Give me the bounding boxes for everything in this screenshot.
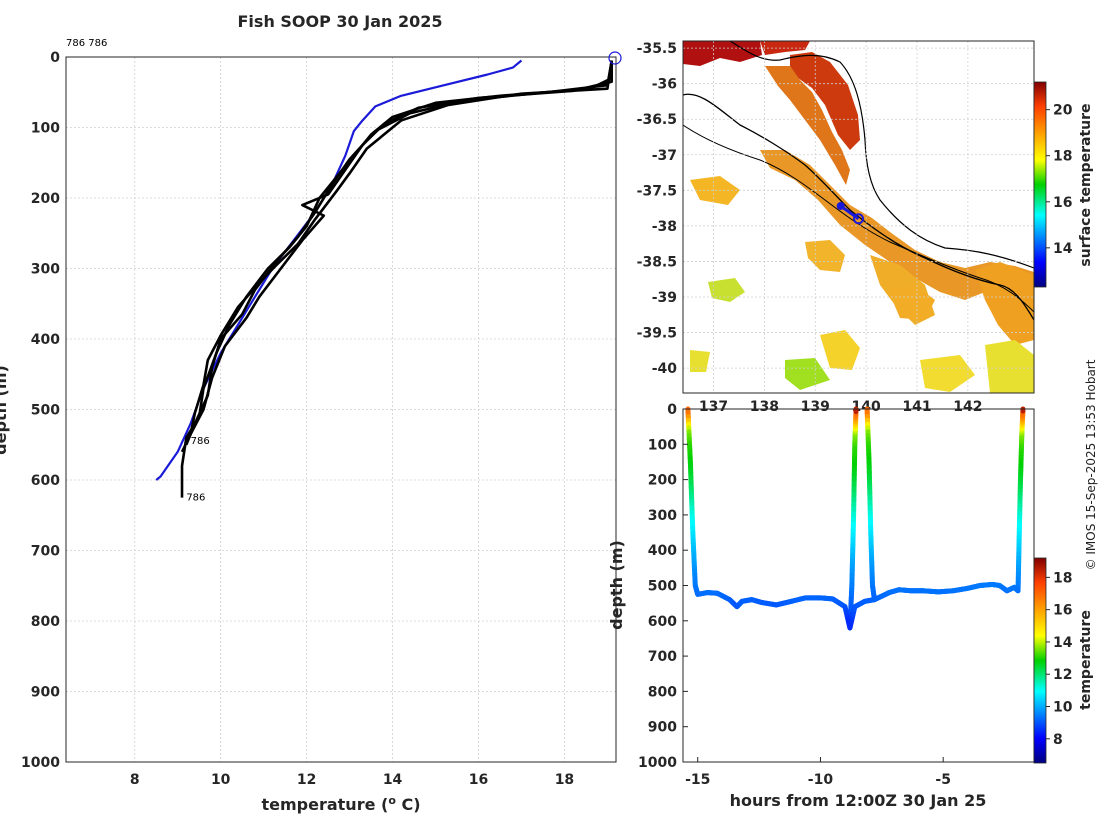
depth-time-ytick-label: 800: [648, 684, 677, 700]
sst-colorbar: [1034, 82, 1046, 287]
depth-time-chart: -15 -10 -5 0 100 200 300 400 500 600 700 800 900 1000…: [607, 402, 1094, 810]
profile-xtick-label: 16: [469, 772, 488, 788]
sst-colorbar-label: surface temperature: [1078, 103, 1094, 266]
temperature-colorbar-ticks: 8 10 12 14 16 18: [1046, 570, 1073, 747]
depth-time-ytick-label: 500: [648, 579, 677, 595]
map-ytick-label: -36: [652, 77, 677, 93]
map-ytick-label: -35.5: [637, 41, 677, 57]
map-xtick-label: 141: [902, 399, 931, 415]
profile-xtick-label: 18: [555, 772, 574, 788]
depth-time-points: [688, 409, 1023, 628]
map-ytick-label: -37.5: [637, 183, 677, 199]
temperature-colorbar-tick-label: 10: [1053, 700, 1073, 716]
sst-colorbar-tick-label: 14: [1053, 241, 1073, 257]
profile-line-climatology: [156, 61, 521, 480]
profile-ytick-label: 100: [31, 121, 60, 137]
ship-track-start-marker: [837, 202, 845, 210]
depth-time-ytick-label: 200: [648, 473, 677, 489]
depth-time-ytick-label: 600: [648, 614, 677, 630]
profile-ylabel: depth (m): [0, 365, 10, 455]
figure-title: Fish SOOP 30 Jan 2025: [238, 12, 443, 31]
profile-ytick-label: 200: [31, 191, 60, 207]
profile-annotation: 786: [191, 436, 210, 447]
map-ytick-label: -37: [652, 148, 677, 164]
depth-time-ytick-label: 400: [648, 543, 677, 559]
profile-annotation: 786: [186, 493, 205, 504]
sst-colorbar-ticks: 14 16 18 20: [1046, 103, 1073, 257]
profile-xtick-label: 10: [211, 772, 231, 788]
depth-time-xtick-label: -10: [808, 772, 834, 788]
depth-time-ytick-label: 700: [648, 649, 677, 665]
profile-series: [156, 61, 611, 498]
depth-time-ytick-label: 300: [648, 508, 677, 524]
map-xtick-label: 142: [953, 399, 982, 415]
sst-colorbar-tick-label: 18: [1053, 149, 1072, 165]
temperature-colorbar-tick-label: 18: [1053, 570, 1072, 586]
sst-colorbar-tick-label: 16: [1053, 195, 1072, 211]
profile-ytick-label: 400: [31, 332, 60, 348]
profile-ytick-label: 800: [31, 614, 60, 630]
profile-ytick-label: 1000: [21, 755, 60, 771]
map-xtick-label: 138: [750, 399, 779, 415]
imos-watermark: © IMOS 15-Sep-2025 13:53 Hobart: [1084, 359, 1098, 570]
profile-line-cast-1: [182, 61, 612, 498]
map-ytick-label: -38: [652, 219, 677, 235]
map-xtick-label: 137: [699, 399, 728, 415]
temperature-colorbar: [1034, 558, 1046, 763]
map-ytick-label: -38.5: [637, 254, 677, 270]
profile-chart: 8 10 12 14 16 18 0 100 200 300 400 500 600 700 800 900 1…: [0, 38, 621, 814]
profile-ytick-label: 300: [31, 262, 60, 278]
depth-time-ytick-label: 1000: [638, 755, 677, 771]
profile-ytick-label: 500: [31, 403, 60, 419]
profile-ytick-label: 900: [31, 685, 60, 701]
profile-ytick-label: 700: [31, 544, 60, 560]
depth-time-ylabel: depth (m): [607, 540, 626, 630]
profile-xtick-label: 12: [297, 772, 316, 788]
temperature-colorbar-label: temperature: [1078, 610, 1094, 710]
temperature-colorbar-tick-label: 14: [1053, 635, 1073, 651]
map-ytick-label: -39.5: [637, 326, 677, 342]
profile-line-cast-3: [186, 61, 611, 445]
depth-time-xtick-label: -15: [685, 772, 710, 788]
surface-start-marker: [609, 52, 621, 64]
temperature-colorbar-tick-label: 16: [1053, 603, 1072, 619]
profile-xlabel: temperature (o C): [261, 794, 420, 814]
profile-ytick-label: 0: [50, 50, 60, 66]
depth-time-ytick-label: 100: [648, 437, 677, 453]
map-ytick-label: -40: [652, 361, 678, 377]
temperature-colorbar-tick-label: 8: [1053, 732, 1063, 748]
profile-ytick-label: 600: [31, 473, 60, 489]
temperature-colorbar-tick-label: 12: [1053, 667, 1072, 683]
map-ytick-label: -39: [652, 290, 677, 306]
depth-time-ytick-label: 0: [667, 402, 677, 418]
sst-colorbar-tick-label: 20: [1053, 103, 1073, 119]
profile-xtick-label: 14: [383, 772, 403, 788]
profile-ticks: 8 10 12 14 16 18 0 100 200 300 400 500 600 700 800 900 1…: [21, 50, 574, 788]
sst-map: -35.5 -36 -36.5 -37 -37.5 -38 -38.5 -39 -39.5 -40…: [637, 41, 1094, 415]
profile-xtick-label: 8: [130, 772, 140, 788]
depth-time-xlabel: hours from 12:00Z 30 Jan 25: [730, 791, 987, 810]
map-xtick-label: 139: [801, 399, 830, 415]
depth-time-ytick-label: 900: [648, 720, 677, 736]
profile-annotation: 786 786: [66, 38, 107, 49]
map-ytick-label: -36.5: [637, 112, 677, 128]
depth-time-xtick-label: -5: [935, 772, 951, 788]
depth-time-ticks: -15 -10 -5 0 100 200 300 400 500 600 700 800 900 1000: [638, 402, 951, 788]
